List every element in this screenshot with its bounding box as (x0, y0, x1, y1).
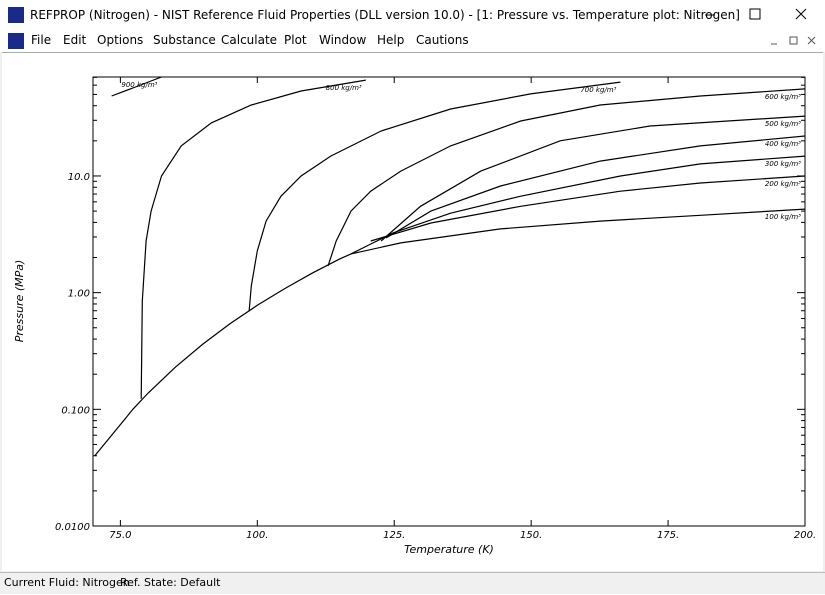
isochore-line (327, 88, 805, 267)
menu-bar: File Edit Options Substance Calculate Pl… (0, 30, 825, 52)
x-tick-label: 175. (657, 530, 679, 541)
y-tick-label: 1.00 (68, 289, 90, 300)
status-bar: Current Fluid: Nitrogen Ref. State: Defa… (0, 572, 825, 595)
isochore-label: 500 kg/m³ (765, 120, 801, 128)
y-tick-label: 10.0 (68, 172, 90, 183)
menu-item[interactable]: Plot (284, 33, 307, 47)
plot-frame (92, 76, 806, 527)
menu-item[interactable]: Help (377, 33, 405, 47)
menu-item[interactable]: File (31, 33, 52, 47)
isochore-label: 300 kg/m³ (765, 160, 801, 168)
title-bar: REFPROP (Nitrogen) - NIST Reference Flui… (0, 0, 825, 30)
isochore-line (248, 81, 621, 312)
isochore-line (370, 175, 805, 242)
isochore-line (350, 208, 805, 255)
isochore-line (385, 135, 805, 239)
x-tick-label: 100. (246, 530, 268, 541)
isochore-line (94, 232, 393, 457)
isochore-label: 400 kg/m³ (765, 140, 801, 148)
child-restore[interactable] (789, 36, 798, 45)
child-controls[interactable] (768, 34, 822, 48)
x-tick-label: 200. (794, 530, 816, 541)
isochore-line (140, 79, 366, 399)
isochore-label: 100 kg/m³ (765, 213, 801, 221)
x-axis-label: Temperature (K) (404, 543, 494, 556)
menu-item[interactable]: Cautions (416, 33, 469, 47)
isochore-line (392, 155, 805, 234)
isochore-line (380, 115, 805, 242)
window-controls[interactable] (690, 0, 825, 30)
chart: Temperature (K) Pressure (MPa) 75.0 100. 1… (13, 76, 816, 556)
isochore-label: 700 kg/m³ (580, 86, 616, 94)
y-tick-label: 0.0100 (55, 522, 90, 533)
menu-item[interactable]: Options (97, 33, 144, 47)
child-close[interactable] (807, 36, 816, 45)
isochore-label: 600 kg/m³ (765, 93, 801, 101)
y-tick-label: 0.100 (61, 405, 90, 416)
menu-item[interactable]: Window (319, 33, 367, 47)
menu-item[interactable]: Edit (63, 33, 87, 47)
isochore-label: 900 kg/m³ (121, 81, 157, 89)
isochore-label: 800 kg/m³ (326, 84, 362, 92)
isochore-line (111, 77, 162, 97)
child-icon (8, 33, 24, 49)
status-fluid: Current Fluid: Nitrogen (4, 576, 130, 589)
maximize-button[interactable] (749, 8, 761, 20)
x-tick-label: 150. (520, 530, 542, 541)
plot-window: Temperature (K) Pressure (MPa) 75.0 100. 1… (2, 52, 823, 571)
window-title: REFPROP (Nitrogen) - NIST Reference Flui… (30, 8, 740, 22)
app-icon (8, 7, 24, 23)
status-ref-state: Ref. State: Default (120, 576, 221, 589)
y-axis-label: Pressure (MPa) (13, 260, 26, 343)
x-tick-label: 125. (383, 530, 405, 541)
isochore-label: 200 kg/m³ (765, 180, 801, 188)
menu-item[interactable]: Substance (153, 33, 216, 47)
menu-item[interactable]: Calculate (221, 33, 278, 47)
x-tick-label: 75.0 (109, 530, 131, 541)
close-button[interactable] (795, 8, 807, 20)
